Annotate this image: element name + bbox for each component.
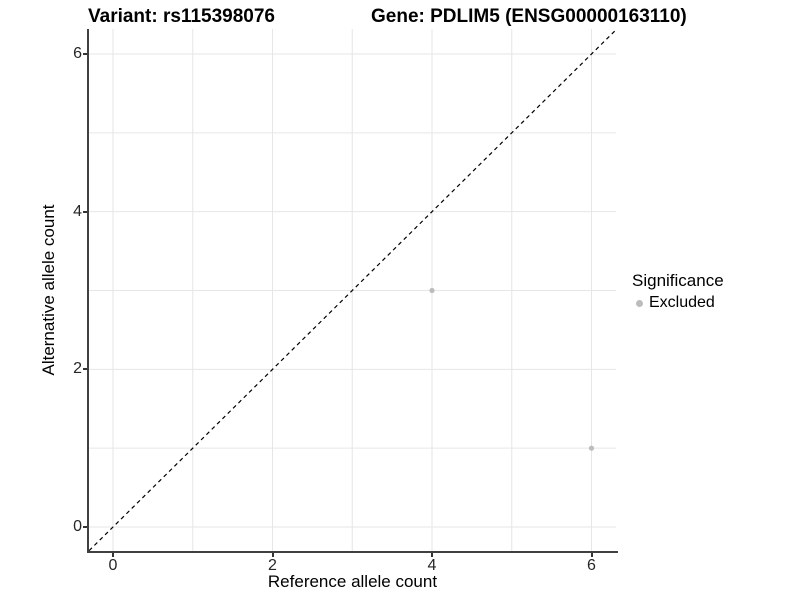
legend-title: Significance — [632, 271, 724, 290]
x-tick-label: 6 — [587, 557, 596, 574]
identity-reference-line — [88, 29, 616, 552]
x-tick-mark — [112, 553, 114, 557]
x-axis-title: Reference allele count — [267, 572, 438, 591]
x-tick-label: 0 — [108, 557, 118, 574]
y-tick-mark — [83, 526, 87, 528]
y-tick-label: 6 — [73, 45, 82, 63]
x-tick-mark — [590, 553, 593, 557]
data-point — [588, 445, 595, 451]
gene-title: Gene: PDLIM5 (ENSG00000163110) — [371, 6, 687, 27]
y-axis-line — [87, 29, 89, 553]
data-point — [429, 287, 435, 294]
y-tick-label: 2 — [73, 360, 82, 378]
legend-item-label: Excluded — [649, 294, 715, 311]
plot-panel — [88, 29, 616, 552]
y-axis-title: Alternative allele count — [39, 204, 58, 376]
y-tick-mark — [83, 210, 87, 213]
y-tick-label: 0 — [73, 518, 82, 535]
y-tick-mark — [83, 53, 87, 56]
x-tick-mark — [271, 553, 274, 557]
plot-canvas — [88, 29, 616, 552]
x-tick-label: 2 — [268, 557, 277, 574]
legend: Significance Excluded — [632, 271, 724, 312]
x-tick-label: 4 — [427, 557, 437, 574]
legend-item-excluded: Excluded — [632, 294, 724, 312]
excluded-point-icon — [636, 299, 643, 307]
y-tick-label: 4 — [73, 202, 82, 220]
y-tick-mark — [83, 368, 87, 371]
x-tick-mark — [431, 553, 433, 557]
variant-title: Variant: rs115398076 — [88, 6, 275, 27]
x-axis-line — [87, 551, 618, 553]
